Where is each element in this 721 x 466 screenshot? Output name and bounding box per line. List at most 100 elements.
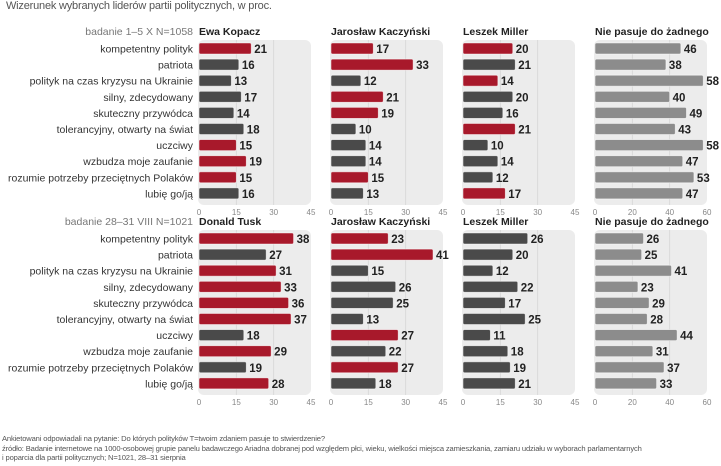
chart-title: Wizerunek wybranych liderów partii polit… — [6, 0, 272, 12]
bar — [594, 296, 650, 309]
bar — [198, 296, 289, 309]
tick-label: 40 — [665, 208, 674, 217]
data-label: 40 — [673, 92, 686, 104]
bar — [594, 90, 671, 103]
tick-label: 15 — [364, 398, 373, 407]
bar — [198, 107, 235, 119]
bar — [198, 90, 242, 103]
bar — [462, 171, 494, 184]
tick-label: 40 — [665, 398, 674, 407]
data-label: 21 — [518, 60, 531, 72]
data-label: 23 — [641, 282, 654, 294]
tick-label: 0 — [329, 208, 334, 217]
data-label: 18 — [247, 331, 260, 343]
footer-question: Ankietowani odpowiadali na pytanie: Do k… — [2, 434, 325, 443]
tick-label: 45 — [571, 208, 580, 217]
bar — [198, 264, 277, 277]
bar — [198, 123, 245, 135]
bar — [462, 139, 489, 152]
bar — [462, 377, 516, 390]
data-label: 27 — [269, 250, 282, 262]
bar — [198, 74, 232, 87]
data-label: 26 — [399, 282, 412, 294]
bar — [594, 345, 654, 358]
category-label: polityk na czas kryzysu na Ukrainie — [30, 76, 194, 88]
bar — [462, 107, 504, 119]
category-label: kompetentny polityk — [100, 234, 194, 246]
data-label: 19 — [249, 157, 262, 169]
bar — [462, 264, 494, 277]
bar — [330, 107, 379, 119]
data-label: 13 — [234, 76, 247, 88]
data-label: 13 — [366, 189, 379, 201]
tick-label: 20 — [628, 398, 637, 407]
panel-title: Nie pasuje do żadnego — [595, 216, 709, 228]
bar — [594, 329, 678, 342]
bar — [594, 171, 695, 184]
data-label: 25 — [645, 250, 658, 262]
bar — [198, 248, 267, 261]
tick-label: 30 — [401, 208, 410, 217]
data-label: 26 — [647, 234, 660, 246]
bar — [198, 139, 237, 152]
data-label: 43 — [678, 125, 691, 137]
data-label: 15 — [239, 173, 252, 185]
tick-label: 45 — [439, 398, 448, 407]
category-label: lubię go/ją — [145, 188, 193, 200]
footer-source: źródło: Badanie internetowe na 1000-osob… — [2, 443, 642, 453]
tick-label: 30 — [269, 398, 278, 407]
data-label: 41 — [436, 250, 449, 262]
data-label: 21 — [518, 379, 531, 391]
data-label: 28 — [650, 315, 663, 327]
tick-label: 0 — [329, 398, 334, 407]
bar — [594, 58, 667, 71]
survey-label: badanie 28–31 VIII N=1021 — [65, 216, 193, 228]
data-label: 21 — [518, 125, 531, 137]
bar — [198, 345, 272, 358]
bar — [330, 345, 387, 358]
data-label: 20 — [516, 250, 529, 262]
footer-notes: Ankietowani odpowiadali na pytanie: Do k… — [2, 434, 642, 463]
data-label: 27 — [401, 363, 414, 375]
category-label: tolerancyjny, otwarty na świat — [57, 314, 193, 326]
data-label: 33 — [416, 60, 429, 72]
survey-label: badanie 1–5 X N=1058 — [85, 26, 193, 38]
data-label: 15 — [371, 173, 384, 185]
data-label: 19 — [249, 363, 262, 375]
tick-label: 45 — [571, 398, 580, 407]
panel-title: Jarosław Kaczyński — [331, 216, 430, 228]
data-label: 14 — [501, 157, 514, 169]
data-label: 26 — [531, 234, 544, 246]
category-label: wzbudza moje zaufanie — [82, 156, 193, 168]
data-label: 58 — [706, 76, 719, 88]
bar — [594, 361, 665, 374]
bar — [198, 155, 247, 168]
bar — [198, 361, 247, 374]
bar — [462, 58, 516, 71]
category-label: patriota — [158, 250, 193, 262]
data-label: 29 — [652, 298, 665, 310]
bar — [594, 187, 684, 200]
bar — [594, 155, 684, 168]
bar — [462, 187, 506, 200]
bar — [330, 187, 364, 200]
data-label: 15 — [371, 266, 384, 278]
category-label: polityk na czas kryzysu na Ukrainie — [30, 266, 194, 278]
data-label: 47 — [686, 157, 699, 169]
tick-label: 30 — [401, 398, 410, 407]
tick-label: 45 — [307, 208, 316, 217]
bar — [330, 232, 389, 245]
tick-label: 20 — [628, 208, 637, 217]
tick-label: 45 — [439, 208, 448, 217]
data-label: 21 — [386, 92, 399, 104]
bar — [462, 74, 499, 87]
bar — [462, 280, 519, 293]
bar — [594, 123, 676, 135]
tick-label: 30 — [533, 398, 542, 407]
tick-label: 30 — [269, 208, 278, 217]
bar — [462, 90, 514, 103]
data-label: 58 — [706, 141, 719, 153]
tick-label: 45 — [307, 398, 316, 407]
bar — [330, 377, 377, 390]
category-label: skuteczny przywódca — [93, 298, 193, 310]
